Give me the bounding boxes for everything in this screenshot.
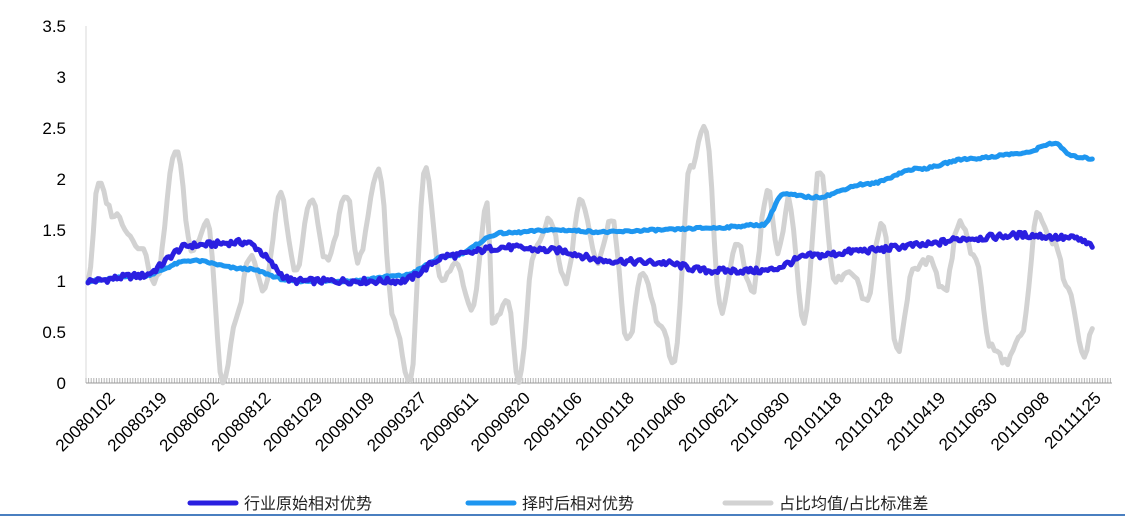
x-axis-ticks: [85, 378, 1111, 383]
legend-label: 行业原始相对优势: [244, 494, 372, 513]
y-tick-label: 1.5: [42, 221, 66, 240]
series-line-2: [85, 140, 1095, 285]
series-line-1: [85, 229, 1095, 287]
series-group: [85, 123, 1095, 386]
y-tick-label: 3.5: [42, 17, 66, 36]
x-tick-label: 20111125: [1041, 388, 1105, 452]
x-axis-tick-labels: 2008010220080319200806022008081220081029…: [52, 388, 1105, 455]
y-tick-label: 1: [57, 272, 66, 291]
y-tick-label: 0: [57, 374, 66, 393]
y-tick-label: 3: [57, 68, 66, 87]
legend: 行业原始相对优势 择时后相对优势 占比均值/占比标准差: [187, 494, 928, 513]
series-line-3: [85, 123, 1095, 386]
y-tick-label: 0.5: [42, 323, 66, 342]
legend-label: 择时后相对优势: [522, 494, 634, 513]
bottom-rule: [0, 514, 1125, 516]
y-tick-label: 2: [57, 170, 66, 189]
y-axis-tick-labels: 0 0.5 1 1.5 2 2.5 3 3.5: [42, 17, 66, 393]
y-tick-label: 2.5: [42, 119, 66, 138]
legend-label: 占比均值/占比标准差: [779, 494, 928, 513]
